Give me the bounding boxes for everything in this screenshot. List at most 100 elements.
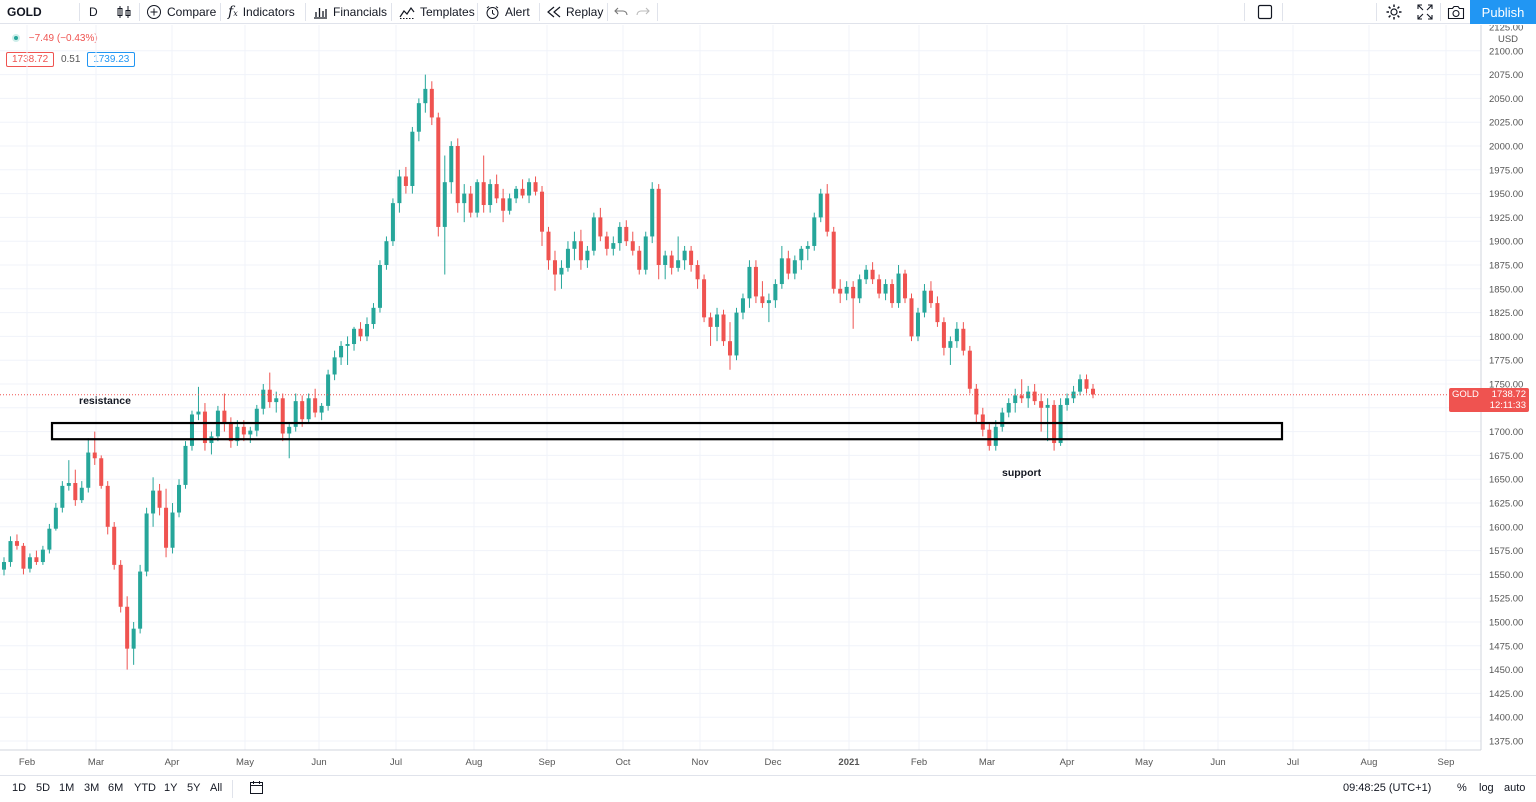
candle — [903, 269, 908, 304]
candle — [987, 422, 992, 451]
time-axis[interactable]: Feb Mar Apr May Jun Jul Aug Sep Oct Nov Dec 2021 Feb… — [19, 757, 1455, 768]
chart-grid — [0, 25, 1481, 750]
candle — [436, 112, 441, 237]
candle — [812, 212, 817, 251]
snapshot-button[interactable] — [1447, 0, 1465, 24]
price-tick-label: 1450.00 — [1489, 665, 1523, 676]
candle — [993, 420, 998, 451]
price-legend: −7.49 (−0.43%) 1738.72 0.51 1739.23 — [6, 32, 136, 67]
redo-button[interactable] — [636, 0, 650, 24]
time-tick-label: Dec — [765, 757, 782, 768]
publish-button[interactable]: Publish — [1470, 0, 1536, 24]
range-1y[interactable]: 1Y — [164, 782, 178, 794]
range-all[interactable]: All — [210, 782, 223, 794]
candle — [144, 507, 149, 577]
candle — [73, 469, 78, 506]
templates-button[interactable]: Templates — [399, 0, 475, 24]
candle — [462, 184, 467, 223]
price-tick-label: 1575.00 — [1489, 546, 1523, 557]
candle — [371, 303, 376, 329]
candle — [164, 488, 169, 558]
bar-chart-icon — [313, 5, 328, 19]
candle — [1090, 384, 1096, 399]
range-ytd[interactable]: YTD — [134, 782, 156, 794]
alert-button[interactable]: Alert — [485, 0, 530, 24]
range-1m[interactable]: 1M — [59, 782, 75, 794]
price-tick-label: 1475.00 — [1489, 641, 1523, 652]
candle — [507, 193, 512, 215]
settings-button[interactable] — [1385, 0, 1403, 24]
candle — [364, 317, 370, 342]
range-5d[interactable]: 5D — [36, 782, 51, 794]
candle — [209, 431, 214, 455]
layout-button[interactable] — [1257, 0, 1273, 24]
candle — [449, 141, 454, 194]
candle — [857, 274, 862, 304]
templates-icon — [399, 5, 415, 19]
time-tick-label: 2021 — [838, 757, 860, 768]
candle — [896, 265, 901, 308]
price-tick-label: 1700.00 — [1489, 427, 1523, 438]
time-tick-label: Jul — [390, 757, 402, 768]
candle — [540, 185, 545, 246]
fullscreen-button[interactable] — [1417, 0, 1433, 24]
financials-button[interactable]: Financials — [313, 0, 387, 24]
candle — [442, 155, 447, 275]
candle — [831, 226, 836, 294]
date-range-button[interactable] — [249, 780, 264, 798]
compare-label: Compare — [167, 5, 217, 19]
candle — [552, 250, 557, 291]
candle — [1006, 398, 1011, 418]
range-5y[interactable]: 5Y — [187, 782, 201, 794]
clock[interactable]: 09:48:25 (UTC+1) — [1343, 782, 1432, 794]
range-6m[interactable]: 6M — [108, 782, 124, 794]
range-1d[interactable]: 1D — [12, 782, 27, 794]
candle — [267, 372, 272, 408]
chart-type-button[interactable] — [117, 0, 131, 24]
candle — [326, 369, 331, 411]
candle — [1052, 400, 1057, 451]
candle — [481, 155, 486, 213]
price-tick-label: 2000.00 — [1489, 142, 1523, 153]
candle — [585, 245, 590, 268]
candle — [799, 245, 804, 270]
symbol-search[interactable]: GOLD — [7, 0, 42, 24]
square-icon — [1257, 4, 1273, 20]
candle — [53, 503, 58, 531]
candles-icon — [117, 5, 131, 19]
price-tick-label: 1975.00 — [1489, 165, 1523, 176]
price-axis[interactable]: 2125.00 2100.00 2075.00 2050.00 2025.00 2000.… — [1489, 25, 1523, 748]
candle — [151, 477, 156, 527]
time-tick-label: Feb — [911, 757, 927, 768]
candle — [967, 345, 972, 394]
log-toggle[interactable]: log — [1479, 782, 1494, 794]
calendar-icon — [250, 781, 263, 794]
candle — [138, 564, 143, 634]
interval-button[interactable]: D — [89, 0, 98, 24]
alarm-clock-icon — [485, 5, 500, 20]
candle — [345, 336, 350, 365]
time-tick-label: Feb — [19, 757, 35, 768]
range-3m[interactable]: 3M — [84, 782, 100, 794]
candle — [514, 185, 519, 204]
price-tick-label: 1425.00 — [1489, 689, 1523, 700]
price-tick-label: 1600.00 — [1489, 522, 1523, 533]
candle — [851, 281, 856, 329]
candle — [611, 236, 616, 256]
undo-button[interactable] — [614, 0, 628, 24]
indicators-button[interactable]: fx Indicators — [228, 0, 295, 24]
candle — [727, 322, 733, 370]
auto-toggle[interactable]: auto — [1504, 782, 1526, 794]
rewind-icon — [547, 6, 561, 18]
candle — [488, 179, 493, 213]
time-tick-label: May — [1135, 757, 1153, 768]
candle — [702, 274, 707, 323]
candle — [416, 98, 421, 142]
candle — [494, 174, 499, 204]
price-tick-label: 1775.00 — [1489, 356, 1523, 367]
replay-button[interactable]: Replay — [547, 0, 603, 24]
compare-button[interactable]: Compare — [146, 0, 216, 24]
percent-toggle[interactable]: % — [1457, 782, 1467, 794]
last-price-tag: GOLD 1738.72 12:11:33 — [1449, 388, 1529, 412]
